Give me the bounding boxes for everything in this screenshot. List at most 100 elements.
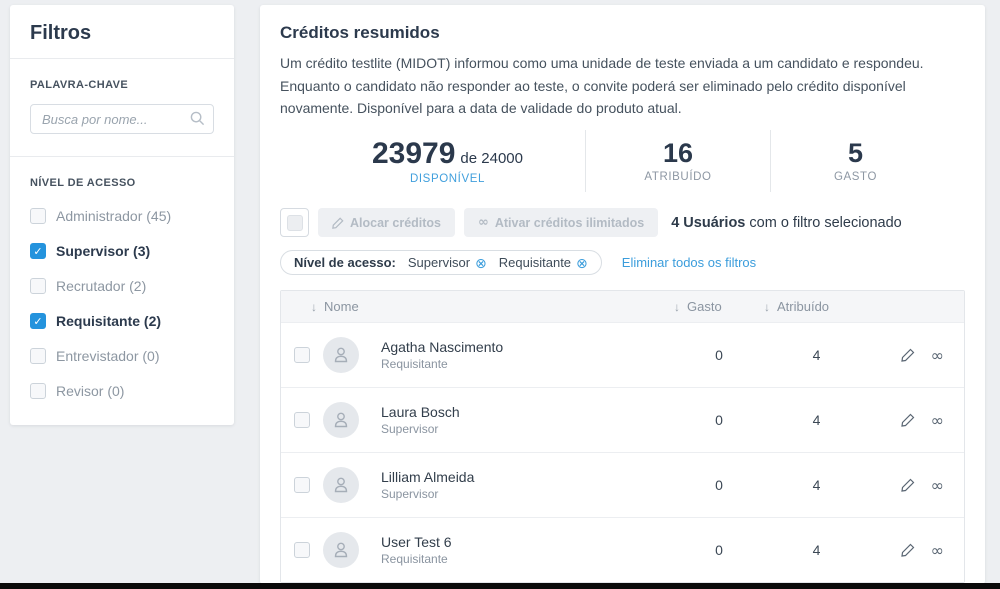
row-checkbox[interactable] [294, 412, 310, 429]
stat-assigned: 16 ATRIBUÍDO [585, 130, 770, 193]
selection-count: 4 Usuários [671, 214, 746, 231]
user-name: Lilliam Almeida [381, 469, 475, 486]
page-title: Créditos resumidos [280, 23, 440, 42]
checkbox-icon[interactable] [30, 348, 46, 364]
spent-value: 0 [715, 412, 723, 429]
remove-chip-icon[interactable]: ⊗ [576, 254, 588, 271]
spent-value: 5 [847, 137, 864, 168]
spent-value: 0 [715, 542, 723, 559]
spent-label: GASTO [833, 171, 878, 184]
credits-summary-panel: Créditos resumidos Um crédito testlite (… [260, 5, 985, 584]
edit-credits-icon[interactable] [900, 348, 915, 362]
person-icon [334, 347, 348, 363]
access-level-section: NÍVEL DE ACESSO Administrador (45) Super… [10, 157, 234, 421]
filter-label: Entrevistador (0) [56, 348, 160, 364]
row-checkbox[interactable] [294, 347, 310, 364]
allocate-credits-button[interactable]: Alocar créditos [318, 208, 456, 238]
page-description: Um crédito testlite (MIDOT) informou com… [280, 55, 924, 117]
table-row: Agatha Nascimento Requisitante 0 4 ∞ [281, 322, 964, 388]
row-checkbox[interactable] [294, 542, 310, 559]
stat-spent: 5 GASTO [770, 130, 940, 193]
person-icon [334, 477, 348, 493]
user-role: Supervisor [381, 422, 439, 437]
stat-available: 23979 de 24000 DISPONÍVEL [310, 137, 585, 185]
assigned-value: 4 [812, 412, 821, 429]
filter-supervisor[interactable]: Supervisor (3) [30, 243, 214, 259]
chip-requisitante[interactable]: Requisitante ⊗ [498, 254, 588, 271]
clear-all-filters-link[interactable]: Eliminar todos os filtros [621, 255, 757, 271]
table-header: ↓ Nome ↓ Gasto ↓ Atribuído [281, 291, 964, 323]
assigned-value: 16 [662, 137, 694, 168]
available-total: de 24000 [460, 150, 523, 168]
filter-label: Recrutador (2) [56, 278, 147, 294]
active-filters-row: Nível de acesso: Supervisor ⊗ Requisitan… [280, 250, 965, 276]
users-table: ↓ Nome ↓ Gasto ↓ Atribuído Agatha Nasciment… [280, 290, 965, 584]
pencil-icon [332, 216, 344, 229]
credit-stats: 23979 de 24000 DISPONÍVEL 16 ATRIBUÍDO 5 … [280, 130, 965, 193]
selection-summary: 4 Usuários com o filtro selecionado [671, 214, 902, 231]
keyword-label: PALAVRA-CHAVE [30, 79, 129, 91]
keyword-section: PALAVRA-CHAVE [10, 59, 234, 157]
filter-chip-group: Nível de acesso: Supervisor ⊗ Requisitan… [280, 250, 602, 276]
available-value: 23979 [371, 137, 456, 171]
user-role: Requisitante [381, 357, 448, 372]
sort-desc-icon: ↓ [674, 300, 680, 315]
table-row: Lilliam Almeida Supervisor 0 4 ∞ [281, 452, 964, 518]
spent-value: 0 [715, 347, 723, 364]
column-header-name[interactable]: ↓ Nome [311, 299, 359, 315]
chip-supervisor[interactable]: Supervisor ⊗ [407, 254, 487, 271]
assigned-value: 4 [812, 542, 821, 559]
person-icon [334, 412, 348, 428]
filter-administrador[interactable]: Administrador (45) [30, 208, 214, 224]
checkbox-icon[interactable] [30, 243, 46, 259]
filter-requisitante[interactable]: Requisitante (2) [30, 313, 214, 329]
table-row: User Test 6 Requisitante 0 4 ∞ [281, 517, 964, 583]
person-icon [334, 542, 348, 558]
filter-label: Administrador (45) [56, 208, 172, 224]
unlimited-credits-icon[interactable]: ∞ [930, 410, 944, 430]
activate-unlimited-credits-button[interactable]: ∞ Ativar créditos ilimitados [464, 208, 659, 238]
avatar [323, 467, 359, 504]
select-all-checkbox[interactable] [280, 208, 309, 238]
filter-label: Supervisor (3) [56, 243, 151, 259]
edit-credits-icon[interactable] [900, 413, 915, 427]
checkbox-icon[interactable] [30, 383, 46, 399]
checkbox-icon[interactable] [30, 278, 46, 294]
checkbox-icon[interactable] [30, 208, 46, 224]
sort-desc-icon: ↓ [311, 300, 317, 315]
search-icon [190, 111, 205, 126]
edit-credits-icon[interactable] [900, 543, 915, 557]
spent-value: 0 [715, 477, 723, 494]
filter-label: Requisitante (2) [56, 313, 162, 329]
user-name: Agatha Nascimento [381, 339, 504, 356]
table-row: Laura Bosch Supervisor 0 4 ∞ [281, 387, 964, 453]
unlimited-credits-icon[interactable]: ∞ [930, 345, 944, 365]
remove-chip-icon[interactable]: ⊗ [475, 254, 487, 271]
infinity-icon: ∞ [478, 215, 489, 231]
user-name: User Test 6 [381, 534, 452, 551]
unlimited-credits-icon[interactable]: ∞ [930, 540, 944, 560]
unlimited-credits-icon[interactable]: ∞ [930, 475, 944, 495]
avatar [323, 532, 359, 569]
column-header-assigned[interactable]: ↓ Atribuído [764, 299, 830, 315]
filter-entrevistador[interactable]: Entrevistador (0) [30, 348, 214, 364]
row-checkbox[interactable] [294, 477, 310, 494]
edit-credits-icon[interactable] [900, 478, 915, 492]
assigned-value: 4 [812, 477, 821, 494]
user-role: Supervisor [381, 487, 439, 502]
assigned-value: 4 [812, 347, 821, 364]
bottom-bar [0, 583, 1000, 589]
filter-recrutador[interactable]: Recrutador (2) [30, 278, 214, 294]
sort-desc-icon: ↓ [764, 300, 770, 315]
available-label: DISPONÍVEL [409, 173, 486, 186]
column-header-spent[interactable]: ↓ Gasto [674, 299, 722, 315]
user-role: Requisitante [381, 552, 448, 567]
checkbox-icon[interactable] [30, 313, 46, 329]
bulk-actions-bar: Alocar créditos ∞ Ativar créditos ilimit… [280, 208, 965, 238]
avatar [323, 337, 359, 374]
search-input[interactable] [30, 104, 214, 134]
access-level-label: NÍVEL DE ACESSO [30, 177, 136, 189]
filters-sidebar: Filtros PALAVRA-CHAVE NÍVEL DE ACESSO Ad… [10, 5, 234, 425]
filter-revisor[interactable]: Revisor (0) [30, 383, 214, 399]
chip-group-label: Nível de acesso: [294, 255, 396, 271]
